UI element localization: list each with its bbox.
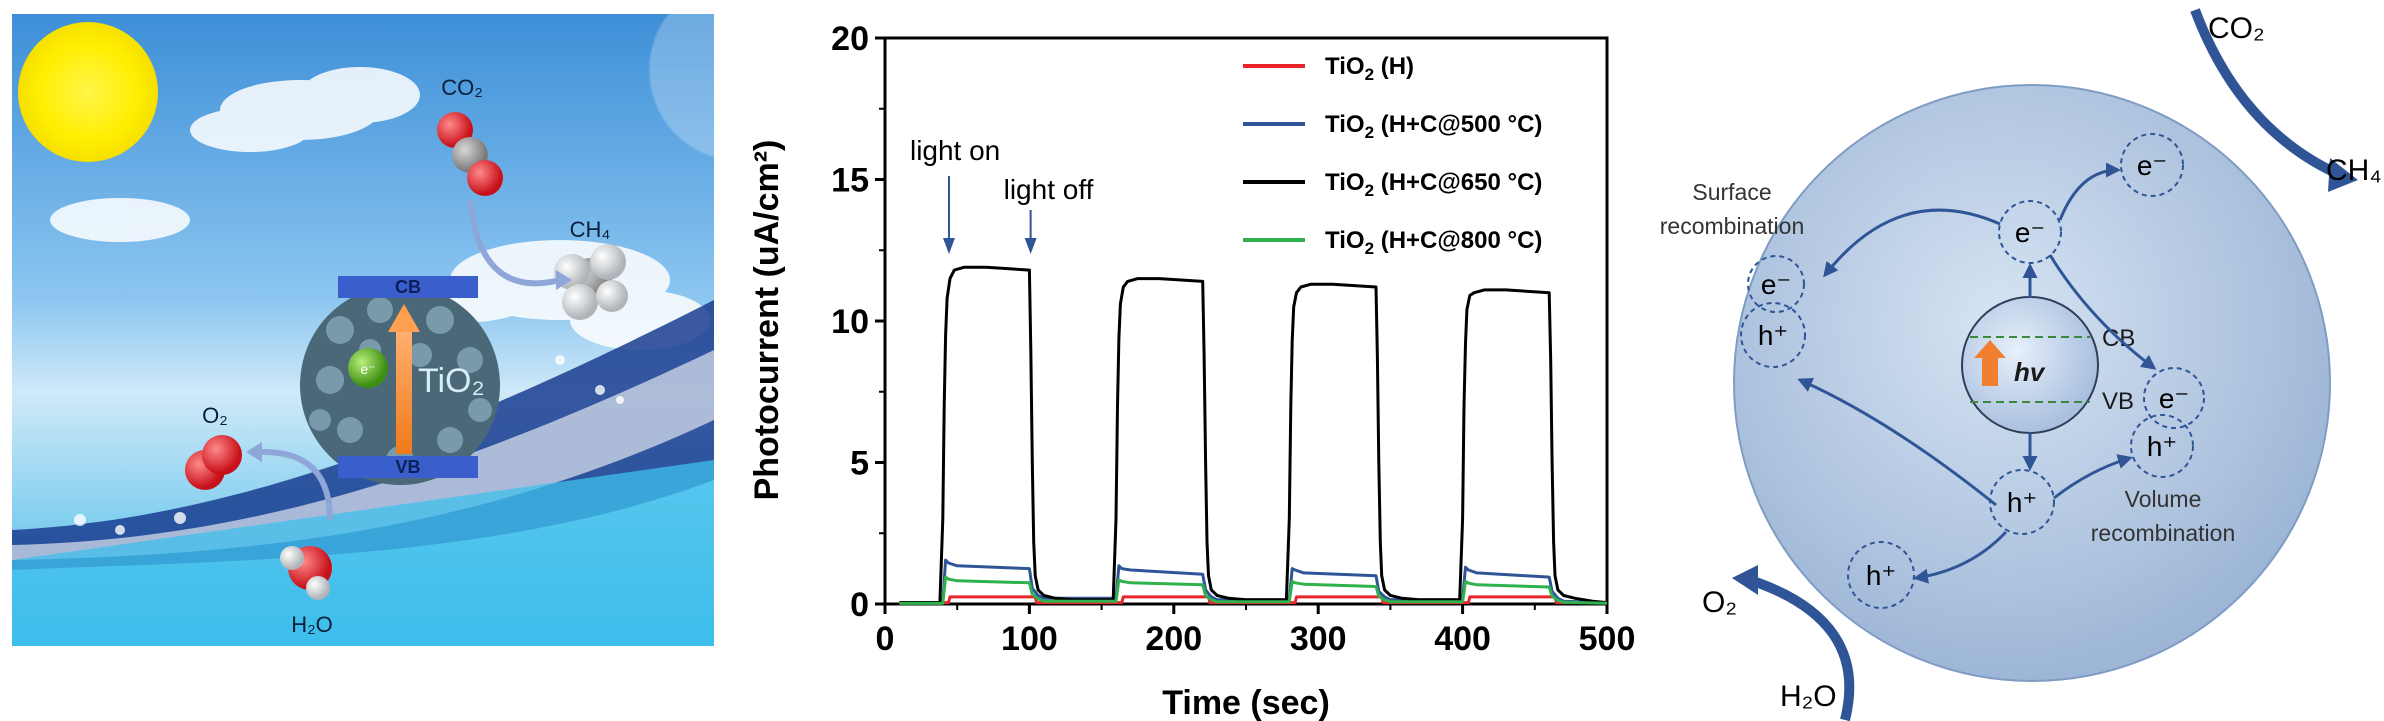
surface-recombination-label-1: Surface [1692, 179, 1771, 205]
water-droplets [74, 355, 624, 535]
h2o-label: H₂O [1780, 680, 1837, 713]
excitation-arrow [396, 330, 412, 454]
o2-label: O₂ [1702, 586, 1737, 619]
photocurrent-chart: 0 100 200 300 400 500 0 5 10 15 20 TiO2 (H) TiO2 (H… [720, 0, 1640, 721]
ch4-label: CH₄ [570, 217, 611, 242]
electron-volume-recomb-label: e⁻ [2159, 383, 2189, 414]
vb-label: VB [395, 457, 420, 477]
hole-surface-recomb-label: h⁺ [1758, 320, 1788, 351]
legend-label-2: TiO2 (H+C@500 °C) [1325, 111, 1542, 142]
hole-volume-recomb-label: h⁺ [2147, 431, 2177, 462]
mechanism-svg: CB VB hv e⁻ e⁻ e⁻ h⁺ e⁻ h⁺ h⁺ h⁺ CO₂ CH₄… [1660, 8, 2382, 721]
co2-label: CO₂ [2208, 12, 2265, 45]
hv-label: hv [2014, 357, 2046, 387]
light-off-arrowhead [1024, 238, 1037, 254]
electron-ball [348, 348, 388, 388]
co2-molecule [437, 112, 503, 196]
electron-label: e⁻ [360, 361, 375, 377]
cb-band [338, 276, 478, 298]
o2-molecule [185, 435, 242, 490]
legend-label-3: TiO2 (H+C@650 °C) [1325, 169, 1542, 200]
x-tick-label: 0 [876, 620, 895, 658]
y-tick-label: 20 [831, 20, 869, 58]
electron-cb-label: e⁻ [2015, 217, 2045, 248]
electron-surface-recomb-label: e⁻ [1761, 269, 1791, 300]
x-tick-label: 500 [1579, 620, 1636, 658]
o2-label: O₂ [202, 403, 228, 428]
illustration-svg: CB VB e⁻ TiO₂ CO₂ CH₄ O₂ H₂O [12, 0, 720, 646]
series-line-4 [899, 575, 1608, 605]
mechanism-diagram: CB VB hv e⁻ e⁻ e⁻ h⁺ e⁻ h⁺ h⁺ h⁺ CO₂ CH₄… [1640, 0, 2384, 721]
x-tick-label: 400 [1434, 620, 1491, 658]
photocatalysis-illustration: CB VB e⁻ TiO₂ CO₂ CH₄ O₂ H₂O [0, 0, 720, 721]
excitation-arrow [1982, 356, 1998, 386]
x-tick-label: 300 [1290, 620, 1347, 658]
x-tick-label: 100 [1001, 620, 1058, 658]
x-axis-label: Time (sec) [1162, 684, 1330, 721]
legend-label-1: TiO2 (H) [1325, 53, 1414, 84]
legend-label-4: TiO2 (H+C@800 °C) [1325, 227, 1542, 258]
light-on-arrowhead [942, 238, 955, 254]
volume-recombination-label-1: Volume [2125, 486, 2202, 512]
annotation-light-on: light on [910, 135, 1000, 166]
co2-to-ch4-arrow [2190, 8, 2343, 180]
axis-ticks: 0 100 200 300 400 500 0 5 10 15 20 [831, 20, 1635, 658]
ch4-label: CH₄ [2326, 154, 2382, 187]
sun-icon [18, 22, 158, 162]
annotation-light-off: light off [1004, 174, 1094, 205]
y-tick-label: 10 [831, 303, 869, 341]
legend: TiO2 (H) TiO2 (H+C@500 °C) TiO2 (H+C@650 °… [1243, 53, 1542, 258]
cb-label: CB [395, 277, 421, 297]
surface-recombination-label-2: recombination [1660, 213, 1804, 239]
volume-recombination-label-2: recombination [2091, 520, 2235, 546]
x-tick-label: 200 [1145, 620, 1202, 658]
hole-surface-label: h⁺ [1866, 560, 1896, 591]
glass-sphere [648, 0, 720, 160]
y-tick-label: 5 [850, 445, 869, 483]
h2o-molecule [280, 546, 332, 600]
co2-label: CO₂ [441, 75, 483, 100]
y-tick-label: 15 [831, 162, 869, 200]
vb-band [338, 456, 478, 478]
carrier-circles [1740, 133, 2205, 609]
h2o-to-o2-arrow [259, 448, 333, 521]
electron-surface-label: e⁻ [2137, 150, 2167, 181]
y-axis-label: Photocurrent (uA/cm²) [748, 140, 786, 501]
tio2-label: TiO₂ [418, 362, 485, 400]
hole-vb-label: h⁺ [2007, 487, 2037, 518]
carrier-arrows [1797, 162, 2157, 584]
h2o-label: H₂O [291, 612, 333, 637]
h2o-to-o2-arrow [1748, 575, 1855, 721]
co2-to-ch4-arrow [467, 199, 561, 287]
y-tick-label: 0 [850, 586, 869, 624]
vb-label: VB [2102, 388, 2134, 415]
series-line-3 [899, 265, 1608, 605]
series-lines [899, 265, 1608, 605]
